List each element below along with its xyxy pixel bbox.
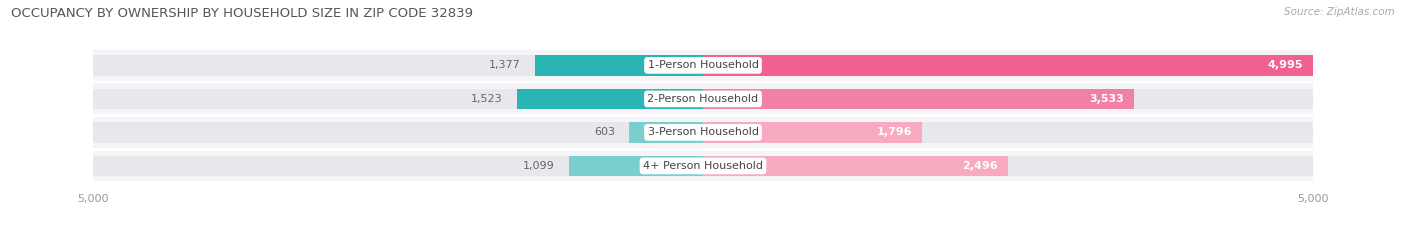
Text: 3,533: 3,533 [1090,94,1125,104]
Bar [93,151,1313,181]
Bar [703,55,1313,76]
Bar [703,156,1008,176]
Bar [517,89,703,109]
Text: 1,377: 1,377 [488,60,520,70]
Bar [534,55,703,76]
Bar [93,122,1313,143]
Text: 1,523: 1,523 [471,94,502,104]
Text: 4+ Person Household: 4+ Person Household [643,161,763,171]
Text: 2,496: 2,496 [962,161,998,171]
Bar [569,156,703,176]
Bar [703,89,1135,109]
Text: OCCUPANCY BY OWNERSHIP BY HOUSEHOLD SIZE IN ZIP CODE 32839: OCCUPANCY BY OWNERSHIP BY HOUSEHOLD SIZE… [11,7,474,20]
Text: 4,995: 4,995 [1267,60,1303,70]
Bar [93,156,1313,176]
Text: 1,099: 1,099 [523,161,554,171]
Text: 1,796: 1,796 [877,127,912,137]
Text: 1-Person Household: 1-Person Household [648,60,758,70]
Bar [93,55,1313,76]
Text: 3-Person Household: 3-Person Household [648,127,758,137]
Bar [93,50,1313,81]
Bar [93,83,1313,114]
Bar [703,122,922,143]
Text: 603: 603 [593,127,614,137]
Text: 2-Person Household: 2-Person Household [647,94,759,104]
Bar [630,122,703,143]
Bar [93,89,1313,109]
Text: Source: ZipAtlas.com: Source: ZipAtlas.com [1284,7,1395,17]
Bar [93,117,1313,148]
